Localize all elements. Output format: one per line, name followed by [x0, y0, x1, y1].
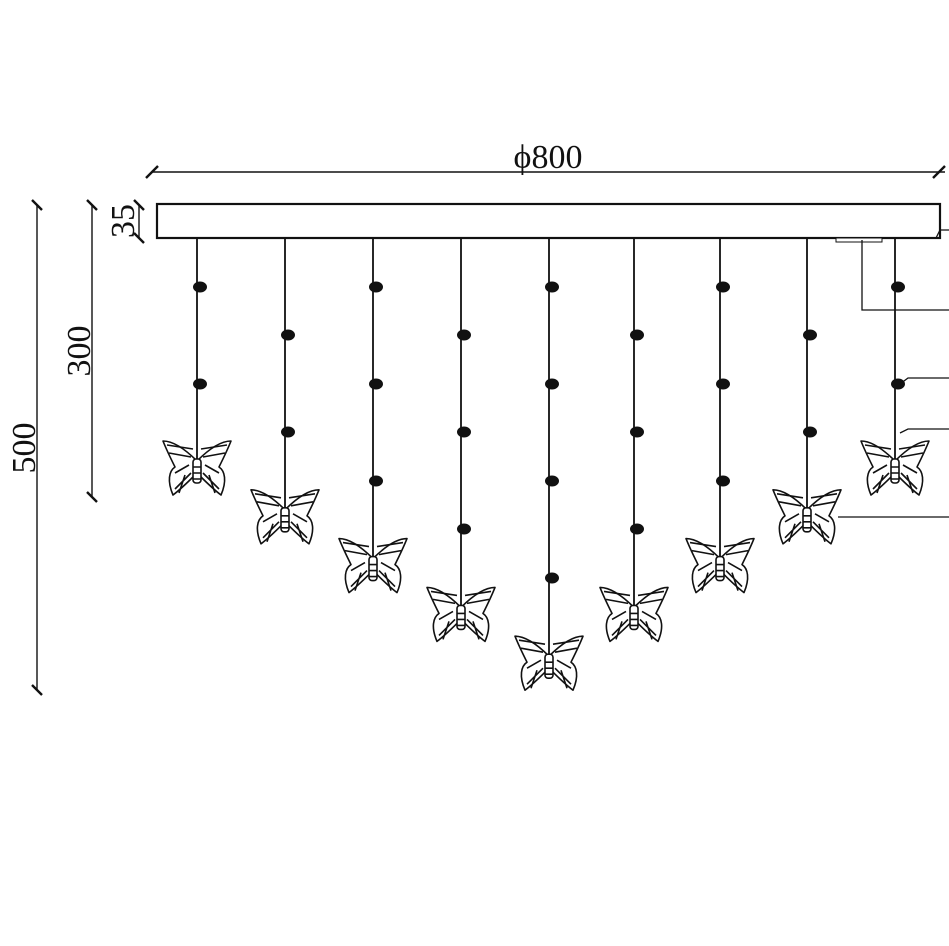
total-drop-dimension: 500	[6, 199, 43, 696]
pendant	[162, 238, 232, 496]
pendant	[250, 238, 320, 545]
short-drop-dimension: 300	[61, 199, 98, 503]
crystal-bead	[545, 475, 559, 487]
pendants	[162, 238, 930, 692]
pendant	[772, 238, 842, 545]
crystal-bead	[545, 281, 559, 293]
crystal-bead	[630, 426, 644, 438]
crystal-bead	[193, 281, 207, 293]
crystal-bead	[716, 281, 730, 293]
canopy	[155, 202, 942, 240]
total-drop-label: 500	[6, 423, 43, 474]
crystal-bead	[891, 378, 905, 390]
mount-plate	[835, 237, 883, 243]
pendant	[514, 238, 584, 692]
canopy-height-dimension: 35	[105, 199, 145, 244]
diameter-dimension: ϕ800	[145, 139, 946, 179]
crystal-bead	[545, 378, 559, 390]
pendant	[860, 238, 930, 496]
crystal-bead	[630, 523, 644, 535]
crystal-bead	[457, 426, 471, 438]
pendant	[426, 238, 496, 643]
leader-lines	[838, 229, 949, 518]
canopy-height-label: 35	[105, 204, 142, 238]
crystal-bead	[803, 329, 817, 341]
crystal-bead	[545, 572, 559, 584]
crystal-bead	[281, 329, 295, 341]
crystal-bead	[803, 426, 817, 438]
pendant	[338, 238, 408, 594]
crystal-bead	[457, 329, 471, 341]
crystal-bead	[716, 378, 730, 390]
crystal-bead	[369, 475, 383, 487]
pendant	[685, 238, 755, 594]
crystal-bead	[891, 281, 905, 293]
diameter-label: ϕ800	[514, 139, 583, 176]
pendant	[599, 238, 669, 643]
crystal-bead	[716, 475, 730, 487]
crystal-bead	[369, 281, 383, 293]
crystal-bead	[193, 378, 207, 390]
short-drop-label: 300	[61, 326, 98, 377]
crystal-bead	[281, 426, 295, 438]
crystal-bead	[630, 329, 644, 341]
crystal-bead	[457, 523, 471, 535]
crystal-bead	[369, 378, 383, 390]
